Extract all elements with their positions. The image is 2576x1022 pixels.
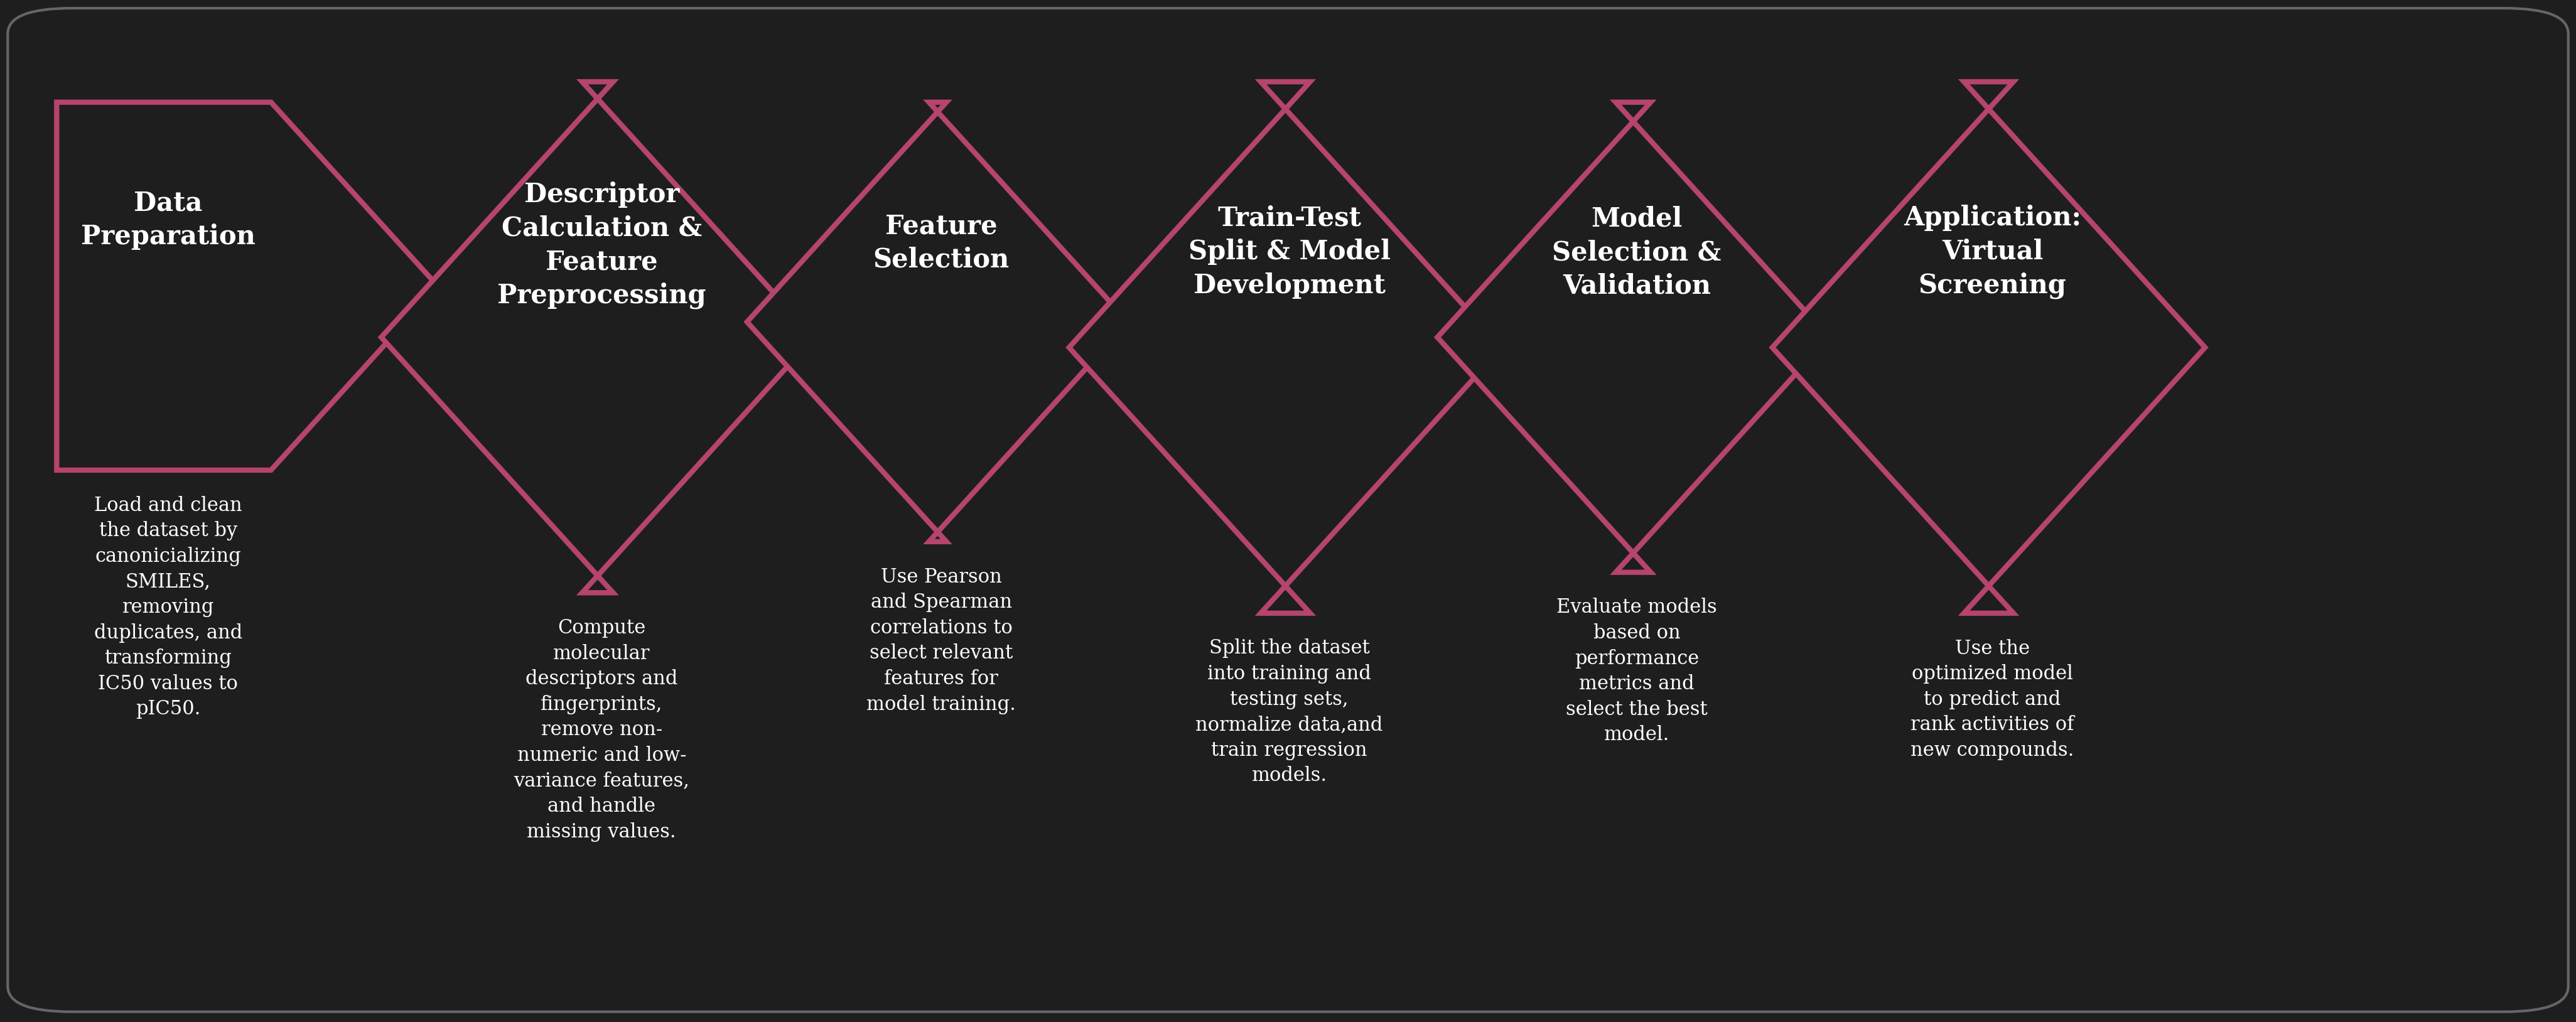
Text: Load and clean
the dataset by
canonicializing
SMILES,
removing
duplicates, and
t: Load and clean the dataset by canonicial… xyxy=(93,496,242,719)
Polygon shape xyxy=(1772,82,2205,613)
Text: Compute
molecular
descriptors and
fingerprints,
remove non-
numeric and low-
var: Compute molecular descriptors and finger… xyxy=(513,618,690,842)
Polygon shape xyxy=(57,102,438,470)
Text: Use the
optimized model
to predict and
rank activities of
new compounds.: Use the optimized model to predict and r… xyxy=(1911,639,2074,760)
Text: Feature
Selection: Feature Selection xyxy=(873,213,1010,273)
Text: Split the dataset
into training and
testing sets,
normalize data,and
train regre: Split the dataset into training and test… xyxy=(1195,639,1383,786)
Text: Train-Test
Split & Model
Development: Train-Test Split & Model Development xyxy=(1188,205,1391,298)
Polygon shape xyxy=(747,102,1128,542)
Polygon shape xyxy=(1437,102,1829,572)
Text: Descriptor
Calculation &
Feature
Preprocessing: Descriptor Calculation & Feature Preproc… xyxy=(497,182,706,309)
Text: Model
Selection &
Validation: Model Selection & Validation xyxy=(1553,205,1721,299)
Text: Application:
Virtual
Screening: Application: Virtual Screening xyxy=(1904,204,2081,298)
Text: Data
Preparation: Data Preparation xyxy=(80,190,255,250)
Polygon shape xyxy=(1069,82,1502,613)
Polygon shape xyxy=(381,82,814,593)
Text: Evaluate models
based on
performance
metrics and
select the best
model.: Evaluate models based on performance met… xyxy=(1556,598,1718,745)
Text: Use Pearson
and Spearman
correlations to
select relevant
features for
model trai: Use Pearson and Spearman correlations to… xyxy=(866,567,1015,714)
